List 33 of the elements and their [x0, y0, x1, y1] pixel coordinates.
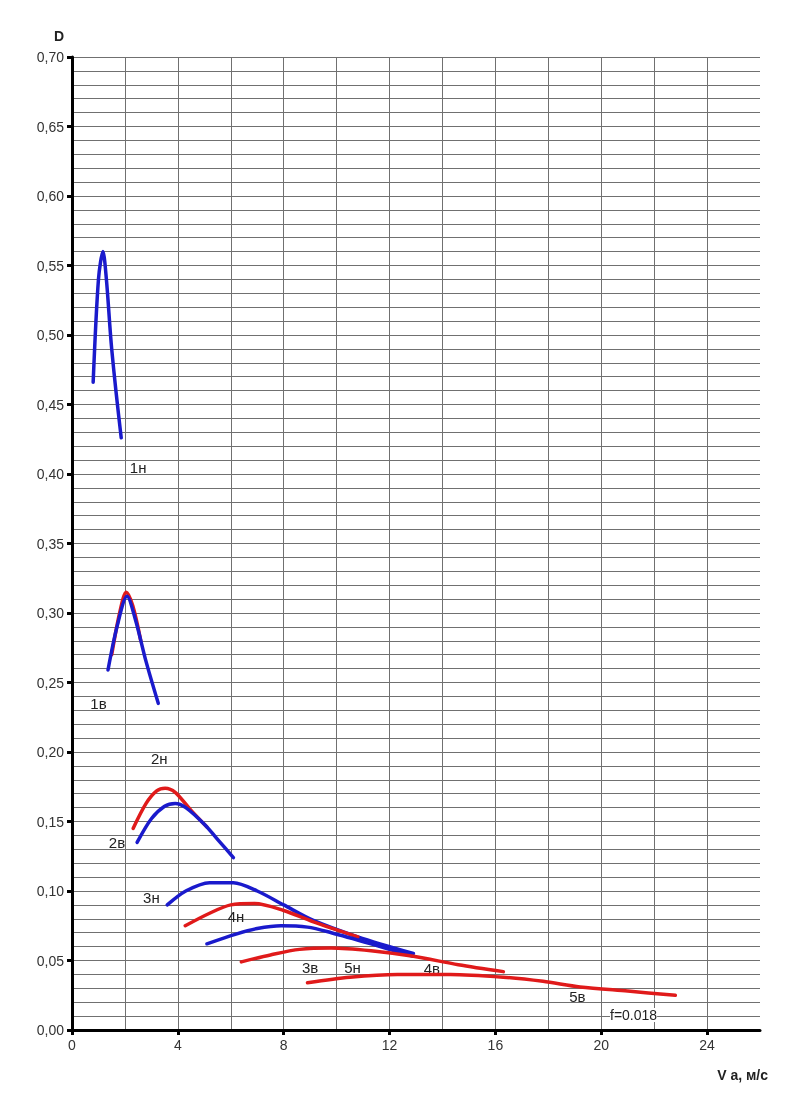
- y-tick-label: 0,10: [36, 883, 65, 899]
- y-tick-label: 0,30: [36, 605, 65, 621]
- annotation: 2н: [151, 750, 168, 768]
- y-tick-label: 0,25: [36, 674, 65, 691]
- y-tick-label: 0,45: [36, 396, 65, 413]
- x-tick-label: 16: [487, 1037, 504, 1053]
- annotation: 5н: [344, 958, 361, 976]
- y-tick-label: 0,15: [36, 813, 65, 830]
- y-tick-label: 0,20: [36, 744, 65, 760]
- annotation: 1в: [90, 694, 107, 712]
- x-tick-label: 20: [593, 1037, 610, 1053]
- y-tick-label: 0,35: [36, 535, 65, 552]
- x-axis-title: V a, м/с: [717, 1067, 769, 1083]
- annotation: f=0.018: [610, 1007, 658, 1023]
- y-tick-label: 0,50: [36, 327, 65, 343]
- y-tick-label: 0,40: [36, 466, 65, 482]
- annotation: 3в: [302, 958, 319, 976]
- y-tick-label: 0,55: [36, 257, 65, 274]
- y-tick-label: 0,00: [36, 1022, 65, 1038]
- y-axis-title: D: [53, 28, 64, 44]
- annotation: 1н: [129, 458, 147, 476]
- x-tick-label: 8: [279, 1037, 288, 1053]
- annotation: 2в: [108, 833, 126, 851]
- x-tick-label: 12: [381, 1037, 398, 1053]
- y-tick-label: 0,60: [36, 188, 65, 204]
- y-tick-label: 0,05: [36, 952, 65, 969]
- x-tick-label: 0: [68, 1037, 77, 1053]
- x-tick-label: 4: [173, 1037, 182, 1053]
- annotation: 3н: [143, 889, 160, 907]
- annotation: 5в: [569, 988, 586, 1006]
- y-tick-label: 0,70: [36, 49, 65, 65]
- x-tick-label: 24: [699, 1037, 716, 1053]
- y-tick-label: 0,65: [36, 118, 65, 135]
